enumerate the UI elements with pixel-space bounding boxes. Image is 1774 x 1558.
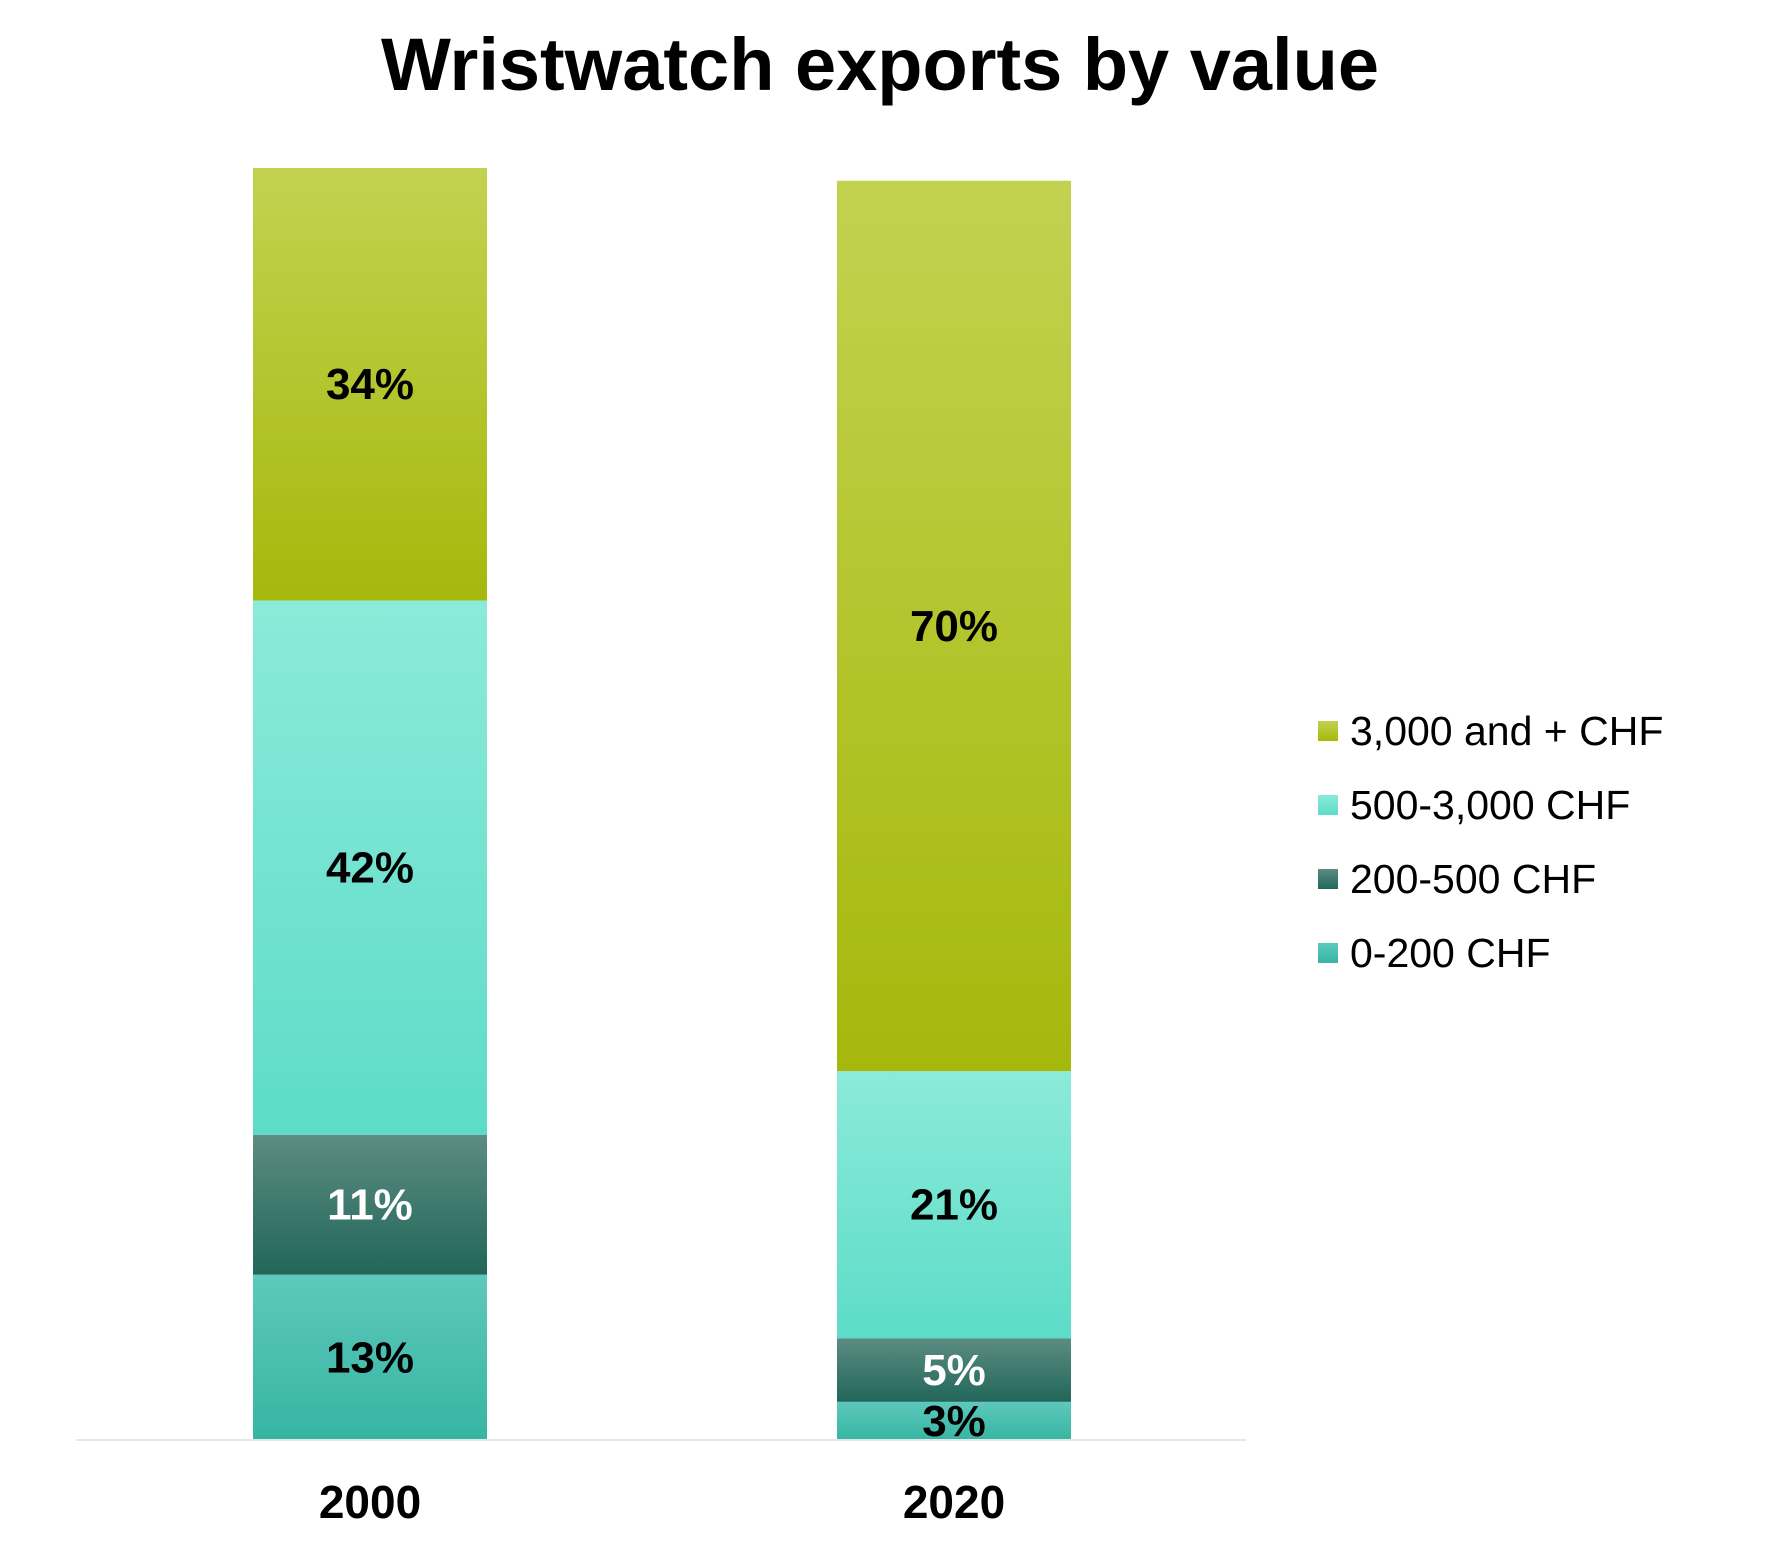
bar-2000-200-500-chf [253,1134,487,1275]
bar-2000-500-3-000-chf [253,600,487,1135]
legend-item-3-000-and-chf: 3,000 and + CHF [1318,694,1663,768]
chart-title: Wristwatch exports by value [381,23,1379,106]
legend-item-500-3-000-chf: 500-3,000 CHF [1318,768,1663,842]
legend-item-0-200-chf: 0-200 CHF [1318,916,1663,990]
legend-swatch-0-200-chf [1318,943,1338,963]
legend-swatch-200-500-chf [1318,869,1338,889]
bar-2020-3-000-and-chf [837,180,1071,1072]
legend-label-0-200-chf: 0-200 CHF [1350,929,1551,976]
data-label-2020-500-3-000-chf: 21% [910,1181,998,1230]
data-label-2000-200-500-chf: 11% [327,1181,413,1230]
x-tick-label-2020: 2020 [903,1476,1005,1528]
legend-label-500-3-000-chf: 500-3,000 CHF [1350,781,1631,828]
bar-2020-500-3-000-chf [837,1071,1071,1339]
bar-2000-0-200-chf [253,1274,487,1440]
data-label-2000-0-200-chf: 13% [326,1333,414,1382]
bar-2020-200-500-chf [837,1338,1071,1402]
legend-label-3-000-and-chf: 3,000 and + CHF [1350,707,1664,754]
data-label-2000-3-000-and-chf: 34% [326,360,414,409]
bar-2020-0-200-chf [837,1401,1071,1440]
legend-label-200-500-chf: 200-500 CHF [1350,855,1597,902]
legend-swatch-500-3-000-chf [1318,795,1338,815]
data-label-2000-500-3-000-chf: 42% [326,844,414,893]
legend-swatch-3-000-and-chf [1318,721,1338,741]
data-label-2020-200-500-chf: 5% [922,1346,986,1395]
legend-item-200-500-chf: 200-500 CHF [1318,842,1663,916]
data-label-2020-3-000-and-chf: 70% [910,602,998,651]
data-label-2020-0-200-chf: 3% [922,1397,986,1446]
x-tick-label-2000: 2000 [319,1476,421,1528]
bar-2000-3-000-and-chf [253,168,487,601]
legend: 3,000 and + CHF 500-3,000 CHF 200-500 CHF 0… [1318,694,1663,990]
